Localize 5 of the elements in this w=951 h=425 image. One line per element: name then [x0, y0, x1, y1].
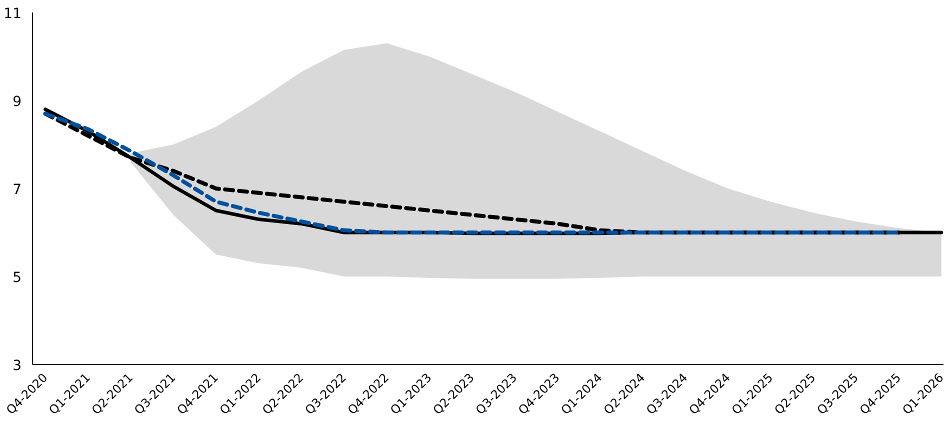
y-tick-label: 9: [12, 94, 22, 110]
y-tick-label: 3: [12, 358, 22, 374]
y-tick-label: 7: [12, 182, 22, 198]
y-tick-label: 5: [12, 270, 22, 286]
y-tick-label: 11: [4, 6, 22, 22]
